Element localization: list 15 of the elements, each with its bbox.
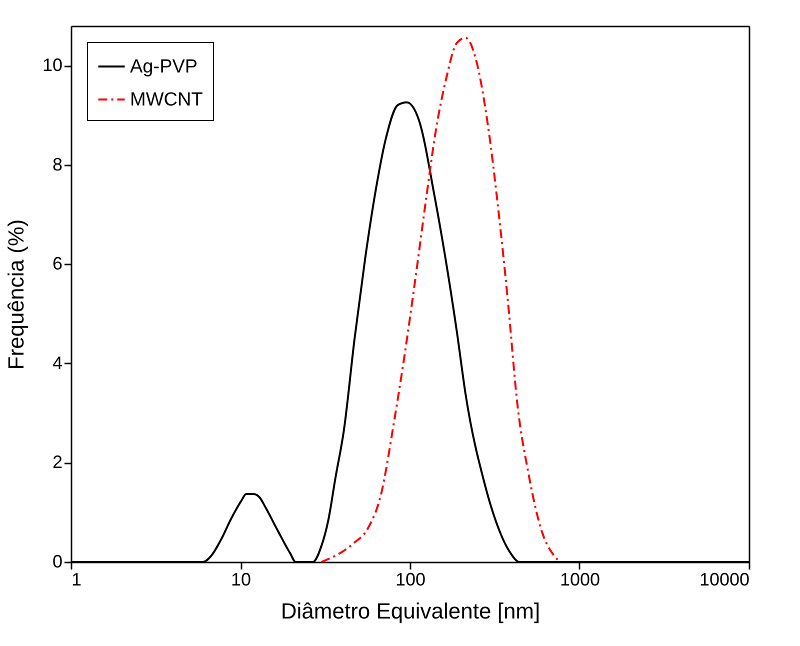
y-tick-label: 6: [52, 254, 62, 274]
x-tick-label: 1: [72, 570, 82, 590]
x-tick-label: 10: [230, 570, 252, 590]
legend-label: Ag-PVP: [130, 56, 198, 78]
y-tick-label: 4: [52, 352, 62, 373]
y-tick-label: 8: [52, 154, 62, 174]
y-axis-title: Frequência (%): [3, 219, 28, 370]
legend-label: MWCNT: [130, 90, 204, 110]
x-axis-title: Diâmetro Equivalente [nm]: [280, 598, 540, 624]
y-tick-label: 0: [52, 552, 62, 572]
x-tick-label: 1000: [560, 570, 600, 590]
y-tick-label: 10: [42, 55, 62, 76]
x-tick-label: 100: [395, 570, 426, 590]
x-tick-label: 10000: [699, 570, 750, 590]
y-tick-label: 2: [52, 452, 62, 472]
